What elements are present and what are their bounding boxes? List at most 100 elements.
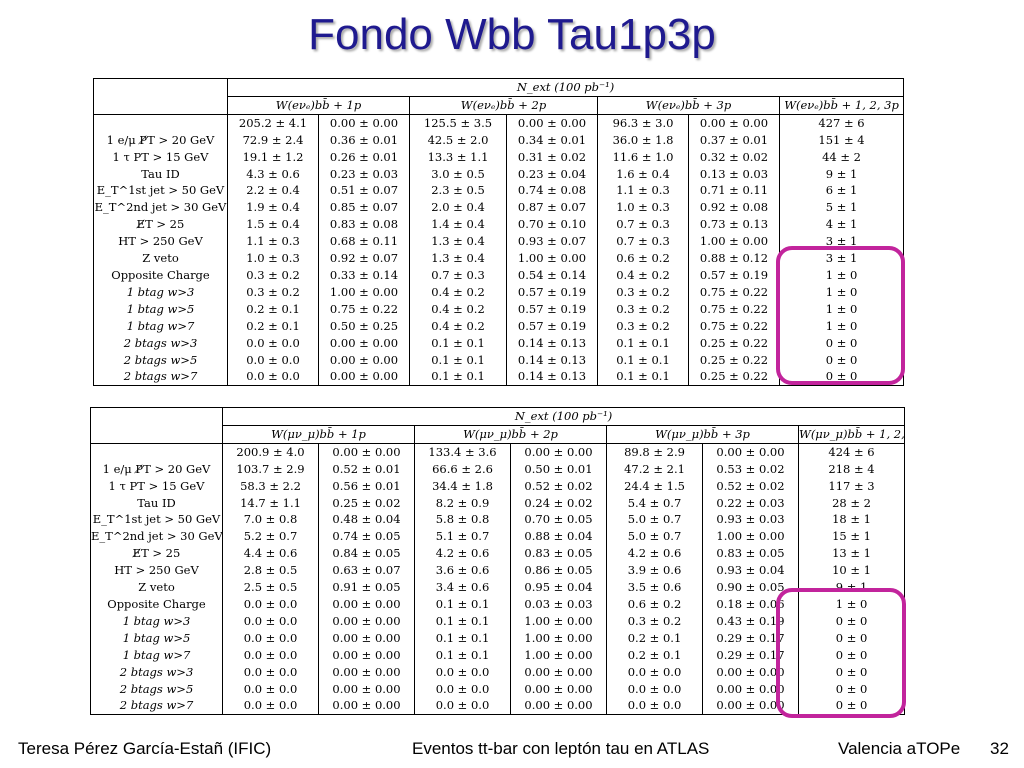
cell-value: 0.0 ± 0.0 bbox=[222, 680, 319, 698]
footer-page-number: 32 bbox=[990, 739, 1009, 758]
cell-value: 0.0 ± 0.0 bbox=[227, 334, 319, 352]
cell-value: 3.6 ± 0.6 bbox=[414, 562, 511, 580]
table-row: 2 btags w>5 0.0 ± 0.0 0.00 ± 0.00 0.0 ± 0.0… bbox=[90, 680, 906, 698]
cell-value: 42.5 ± 2.0 bbox=[409, 131, 507, 149]
cell-value: 0.7 ± 0.3 bbox=[597, 233, 689, 251]
cell-value: 0.56 ± 0.01 bbox=[318, 477, 415, 495]
cell-value: 0.0 ± 0.0 bbox=[222, 612, 319, 630]
cell-value: 0.00 ± 0.00 bbox=[510, 442, 607, 461]
footer-talk-title: Eventos tt-bar con leptón tau en ATLAS bbox=[412, 739, 710, 758]
cell-value: 2.8 ± 0.5 bbox=[222, 562, 319, 580]
cell-value: 4.2 ± 0.6 bbox=[414, 545, 511, 563]
cell-value: 0 ± 0 bbox=[797, 680, 906, 698]
cell-value: 0.00 ± 0.00 bbox=[702, 442, 799, 461]
highlight-box-electron bbox=[776, 246, 905, 385]
cell-value: 1.00 ± 0.00 bbox=[510, 629, 607, 647]
cell-value: 34.4 ± 1.8 bbox=[414, 477, 511, 495]
row-label: 1 e/μ P̸T > 20 GeV bbox=[90, 460, 223, 478]
cell-value: 1 ± 0 bbox=[778, 266, 905, 284]
cell-value: 0.0 ± 0.0 bbox=[227, 368, 319, 387]
cell-value: 0.00 ± 0.00 bbox=[510, 680, 607, 698]
cell-value: 103.7 ± 2.9 bbox=[222, 460, 319, 478]
cell-value: 0.00 ± 0.00 bbox=[702, 697, 799, 716]
footer-venue: Valencia aTOPe bbox=[838, 739, 961, 758]
cell-value: 3.5 ± 0.6 bbox=[606, 579, 703, 596]
cell-value: 0.00 ± 0.00 bbox=[318, 368, 410, 387]
cell-value: 5.1 ± 0.7 bbox=[414, 528, 511, 546]
cell-value: 0.84 ± 0.05 bbox=[318, 545, 415, 563]
cell-value: 0.00 ± 0.00 bbox=[318, 442, 415, 461]
table-row: 2 btags w>7 0.0 ± 0.0 0.00 ± 0.00 0.1 ± 0.1… bbox=[93, 368, 905, 387]
corner-cell bbox=[93, 78, 228, 115]
cell-value: 0.3 ± 0.2 bbox=[227, 266, 319, 284]
row-label: Opposite Charge bbox=[90, 595, 223, 613]
cell-value: 0.71 ± 0.11 bbox=[688, 182, 780, 200]
cell-value: 0 ± 0 bbox=[797, 646, 906, 664]
cell-value: 0.83 ± 0.08 bbox=[318, 216, 410, 234]
cell-value: 1.00 ± 0.00 bbox=[510, 646, 607, 664]
cell-value: 0.00 ± 0.00 bbox=[318, 113, 410, 132]
cell-value: 0.1 ± 0.1 bbox=[414, 646, 511, 664]
row-label: 2 btags w>3 bbox=[93, 334, 228, 352]
cell-value: 0.1 ± 0.1 bbox=[414, 629, 511, 647]
cell-value: 0.1 ± 0.1 bbox=[597, 334, 689, 352]
row-label bbox=[93, 113, 228, 132]
cell-value: 0.32 ± 0.02 bbox=[688, 148, 780, 166]
row-label: 1 e/μ P̸T > 20 GeV bbox=[93, 131, 228, 149]
cell-value: 0.00 ± 0.00 bbox=[318, 351, 410, 369]
cell-value: 24.4 ± 1.5 bbox=[606, 477, 703, 495]
cell-value: 0.00 ± 0.00 bbox=[688, 113, 780, 132]
cell-value: 0.37 ± 0.01 bbox=[688, 131, 780, 149]
cell-value: 2.3 ± 0.5 bbox=[409, 182, 507, 200]
row-label: 1 btag w>5 bbox=[93, 300, 228, 318]
cell-value: 0.75 ± 0.22 bbox=[318, 300, 410, 318]
table-row: Opposite Charge 0.3 ± 0.2 0.33 ± 0.14 0.7 ±… bbox=[93, 266, 905, 284]
cell-value: 0.0 ± 0.0 bbox=[222, 697, 319, 716]
cell-value: 0.00 ± 0.00 bbox=[702, 663, 799, 681]
header-nevt: N_ext (100 pb⁻¹) bbox=[226, 78, 905, 97]
cell-value: 1.00 ± 0.00 bbox=[510, 612, 607, 630]
cell-value: 0.50 ± 0.25 bbox=[318, 317, 410, 335]
cell-value: 1.00 ± 0.00 bbox=[688, 233, 780, 251]
cell-value: 1.00 ± 0.00 bbox=[702, 528, 799, 546]
cell-value: 4.2 ± 0.6 bbox=[606, 545, 703, 563]
cell-value: 2.5 ± 0.5 bbox=[222, 579, 319, 596]
cell-value: 0.54 ± 0.14 bbox=[506, 266, 598, 284]
row-label: E̸T > 25 bbox=[93, 216, 228, 234]
cell-value: 3.4 ± 0.6 bbox=[414, 579, 511, 596]
row-label: 1 btag w>3 bbox=[93, 283, 228, 301]
cell-value: 0.1 ± 0.1 bbox=[409, 334, 507, 352]
table-row: Z veto 1.0 ± 0.3 0.92 ± 0.07 1.3 ± 0.4 1.00 … bbox=[93, 250, 905, 267]
cell-value: 0.1 ± 0.1 bbox=[409, 351, 507, 369]
cell-value: 0.2 ± 0.1 bbox=[227, 317, 319, 335]
cell-value: 18 ± 1 bbox=[797, 511, 906, 529]
cell-value: 0.7 ± 0.3 bbox=[409, 266, 507, 284]
cell-value: 0.93 ± 0.07 bbox=[506, 233, 598, 251]
cell-value: 1.00 ± 0.00 bbox=[506, 250, 598, 267]
cell-value: 1.3 ± 0.4 bbox=[409, 250, 507, 267]
header-process-2: W(μν_μ)bb̄ + 2p bbox=[414, 424, 607, 444]
cell-value: 0.92 ± 0.08 bbox=[688, 199, 780, 217]
cell-value: 0.00 ± 0.00 bbox=[510, 663, 607, 681]
cell-value: 0.00 ± 0.00 bbox=[318, 646, 415, 664]
cell-value: 0.57 ± 0.19 bbox=[506, 317, 598, 335]
table-row: 205.2 ± 4.1 0.00 ± 0.00 125.5 ± 3.5 0.00 ± … bbox=[93, 113, 905, 132]
row-label: 2 btags w>7 bbox=[90, 697, 223, 716]
cell-value: 0.0 ± 0.0 bbox=[222, 663, 319, 681]
cutflow-table-electron: N_ext (100 pb⁻¹) W(eνₑ)bb̄ + 1p W(eνₑ)bb̄ … bbox=[93, 78, 905, 387]
cell-value: 0.4 ± 0.2 bbox=[409, 283, 507, 301]
row-label: Tau ID bbox=[93, 165, 228, 183]
table-row: Tau ID 14.7 ± 1.1 0.25 ± 0.02 8.2 ± 0.9 0.24… bbox=[90, 494, 906, 512]
cell-value: 6 ± 1 bbox=[778, 182, 905, 200]
row-label: 2 btags w>5 bbox=[90, 680, 223, 698]
cell-value: 0.52 ± 0.02 bbox=[510, 477, 607, 495]
table-row: E_T^2nd jet > 30 GeV 1.9 ± 0.4 0.85 ± 0.07… bbox=[93, 199, 905, 217]
cell-value: 0.0 ± 0.0 bbox=[414, 663, 511, 681]
cell-value: 72.9 ± 2.4 bbox=[227, 131, 319, 149]
cell-value: 1.00 ± 0.00 bbox=[318, 283, 410, 301]
cell-value: 14.7 ± 1.1 bbox=[222, 494, 319, 512]
cell-value: 5.0 ± 0.7 bbox=[606, 511, 703, 529]
cell-value: 4.3 ± 0.6 bbox=[227, 165, 319, 183]
cell-value: 0.25 ± 0.22 bbox=[688, 351, 780, 369]
cell-value: 0.70 ± 0.05 bbox=[510, 511, 607, 529]
